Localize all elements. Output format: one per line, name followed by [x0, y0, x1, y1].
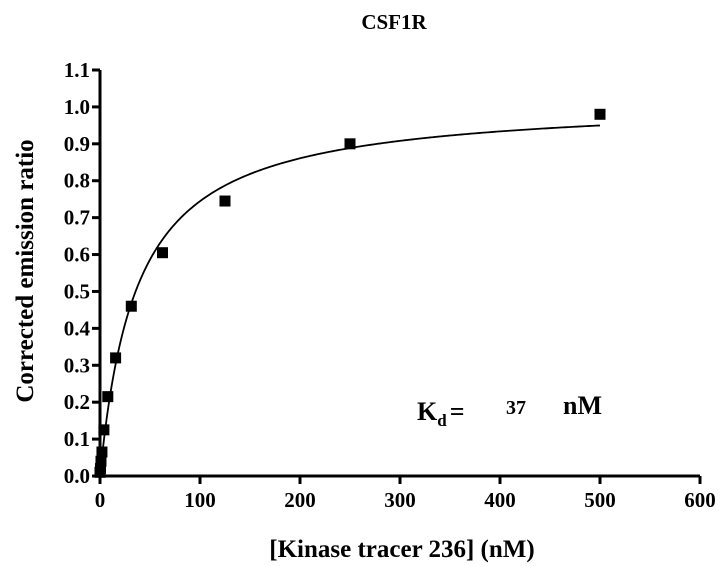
chart-title: CSF1R — [361, 10, 427, 34]
x-tick-label: 200 — [284, 488, 316, 512]
y-tick-label: 0.1 — [64, 427, 90, 451]
kd-symbol: K — [417, 397, 438, 426]
data-point — [125, 300, 137, 312]
kd-value: 37 — [506, 397, 526, 419]
y-tick-label: 0.6 — [64, 243, 90, 267]
axes — [98, 70, 700, 478]
tick-labels: 0.0 0.1 0.2 0.3 0.4 0.5 0.6 0.7 0.8 0.9 1.0 1.1 0 100… — [64, 58, 716, 512]
y-tick-label: 0.3 — [64, 353, 90, 377]
y-tick-label: 0.9 — [64, 132, 90, 156]
svg-text:Kd=: Kd = — [417, 397, 465, 430]
data-point — [344, 138, 356, 150]
x-axis-label: [Kinase tracer 236] (nM) — [269, 536, 534, 563]
y-tick-label: 0.4 — [64, 316, 91, 340]
ticks — [92, 68, 702, 484]
y-tick-label: 0.5 — [64, 279, 90, 303]
kd-subscript: d — [437, 411, 447, 430]
y-axis-label: Corrected emission ratio — [12, 139, 39, 402]
y-tick-label: 0.8 — [64, 169, 90, 193]
data-point — [96, 446, 108, 458]
kd-equals: = — [450, 397, 465, 426]
data-point — [594, 108, 606, 120]
fit-curve — [99, 124, 601, 477]
x-tick-label: 100 — [184, 488, 216, 512]
data-points — [94, 108, 606, 478]
y-tick-label: 0.2 — [64, 390, 90, 414]
y-tick-label: 0.7 — [64, 206, 90, 230]
x-tick-label: 600 — [684, 488, 716, 512]
data-point — [102, 391, 114, 403]
y-tick-label: 1.0 — [64, 95, 90, 119]
kd-unit: nM — [563, 391, 602, 420]
y-tick-label: 1.1 — [64, 58, 90, 82]
data-point — [219, 195, 231, 207]
data-point — [110, 352, 122, 364]
kd-annotation: Kd = 37 nM — [417, 391, 602, 430]
data-point — [94, 463, 106, 475]
x-tick-label: 500 — [584, 488, 616, 512]
x-tick-label: 0 — [95, 488, 106, 512]
data-point — [157, 247, 168, 259]
x-tick-label: 300 — [384, 488, 416, 512]
y-tick-label: 0.0 — [64, 464, 90, 488]
x-tick-label: 400 — [484, 488, 516, 512]
data-point — [98, 424, 110, 436]
data-point — [95, 455, 107, 467]
